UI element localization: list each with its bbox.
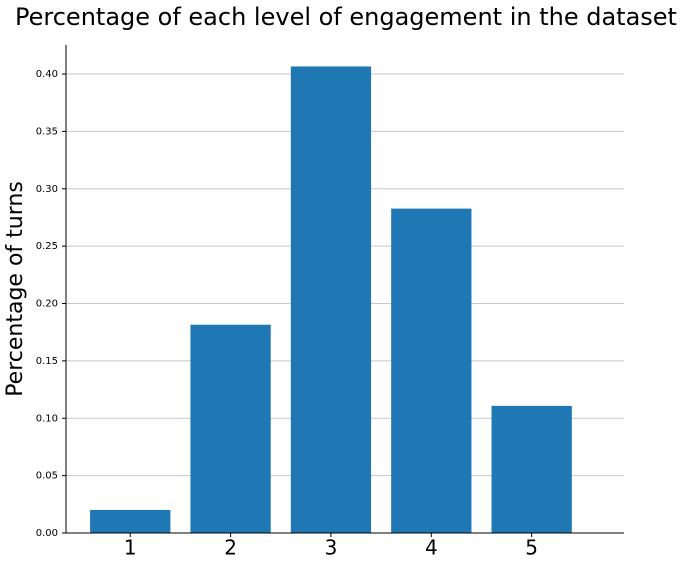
x-tick-label: 2 [224,536,237,560]
x-tick-label: 5 [525,536,538,560]
y-axis-label: Percentage of turns [3,181,28,397]
chart-title: Percentage of each level of engagement i… [15,3,677,31]
y-tick-label: 0.15 [36,356,58,367]
y-tick-label: 0.40 [36,69,58,80]
x-tick-label: 4 [425,536,438,560]
y-tick-label: 0.05 [36,471,58,482]
y-tick-label: 0.35 [36,126,58,137]
y-tick-label: 0.10 [36,413,58,424]
bar [90,509,171,533]
bar [391,208,472,533]
x-tick-label: 3 [325,536,338,560]
bar [190,324,271,533]
y-tick-label: 0.20 [36,299,58,310]
y-tick-label: 0.30 [36,184,58,195]
x-tick-label: 1 [124,536,137,560]
y-tick-label: 0.25 [36,241,58,252]
bar [491,405,572,533]
bar [290,66,372,534]
y-tick-label: 0.00 [36,528,58,539]
